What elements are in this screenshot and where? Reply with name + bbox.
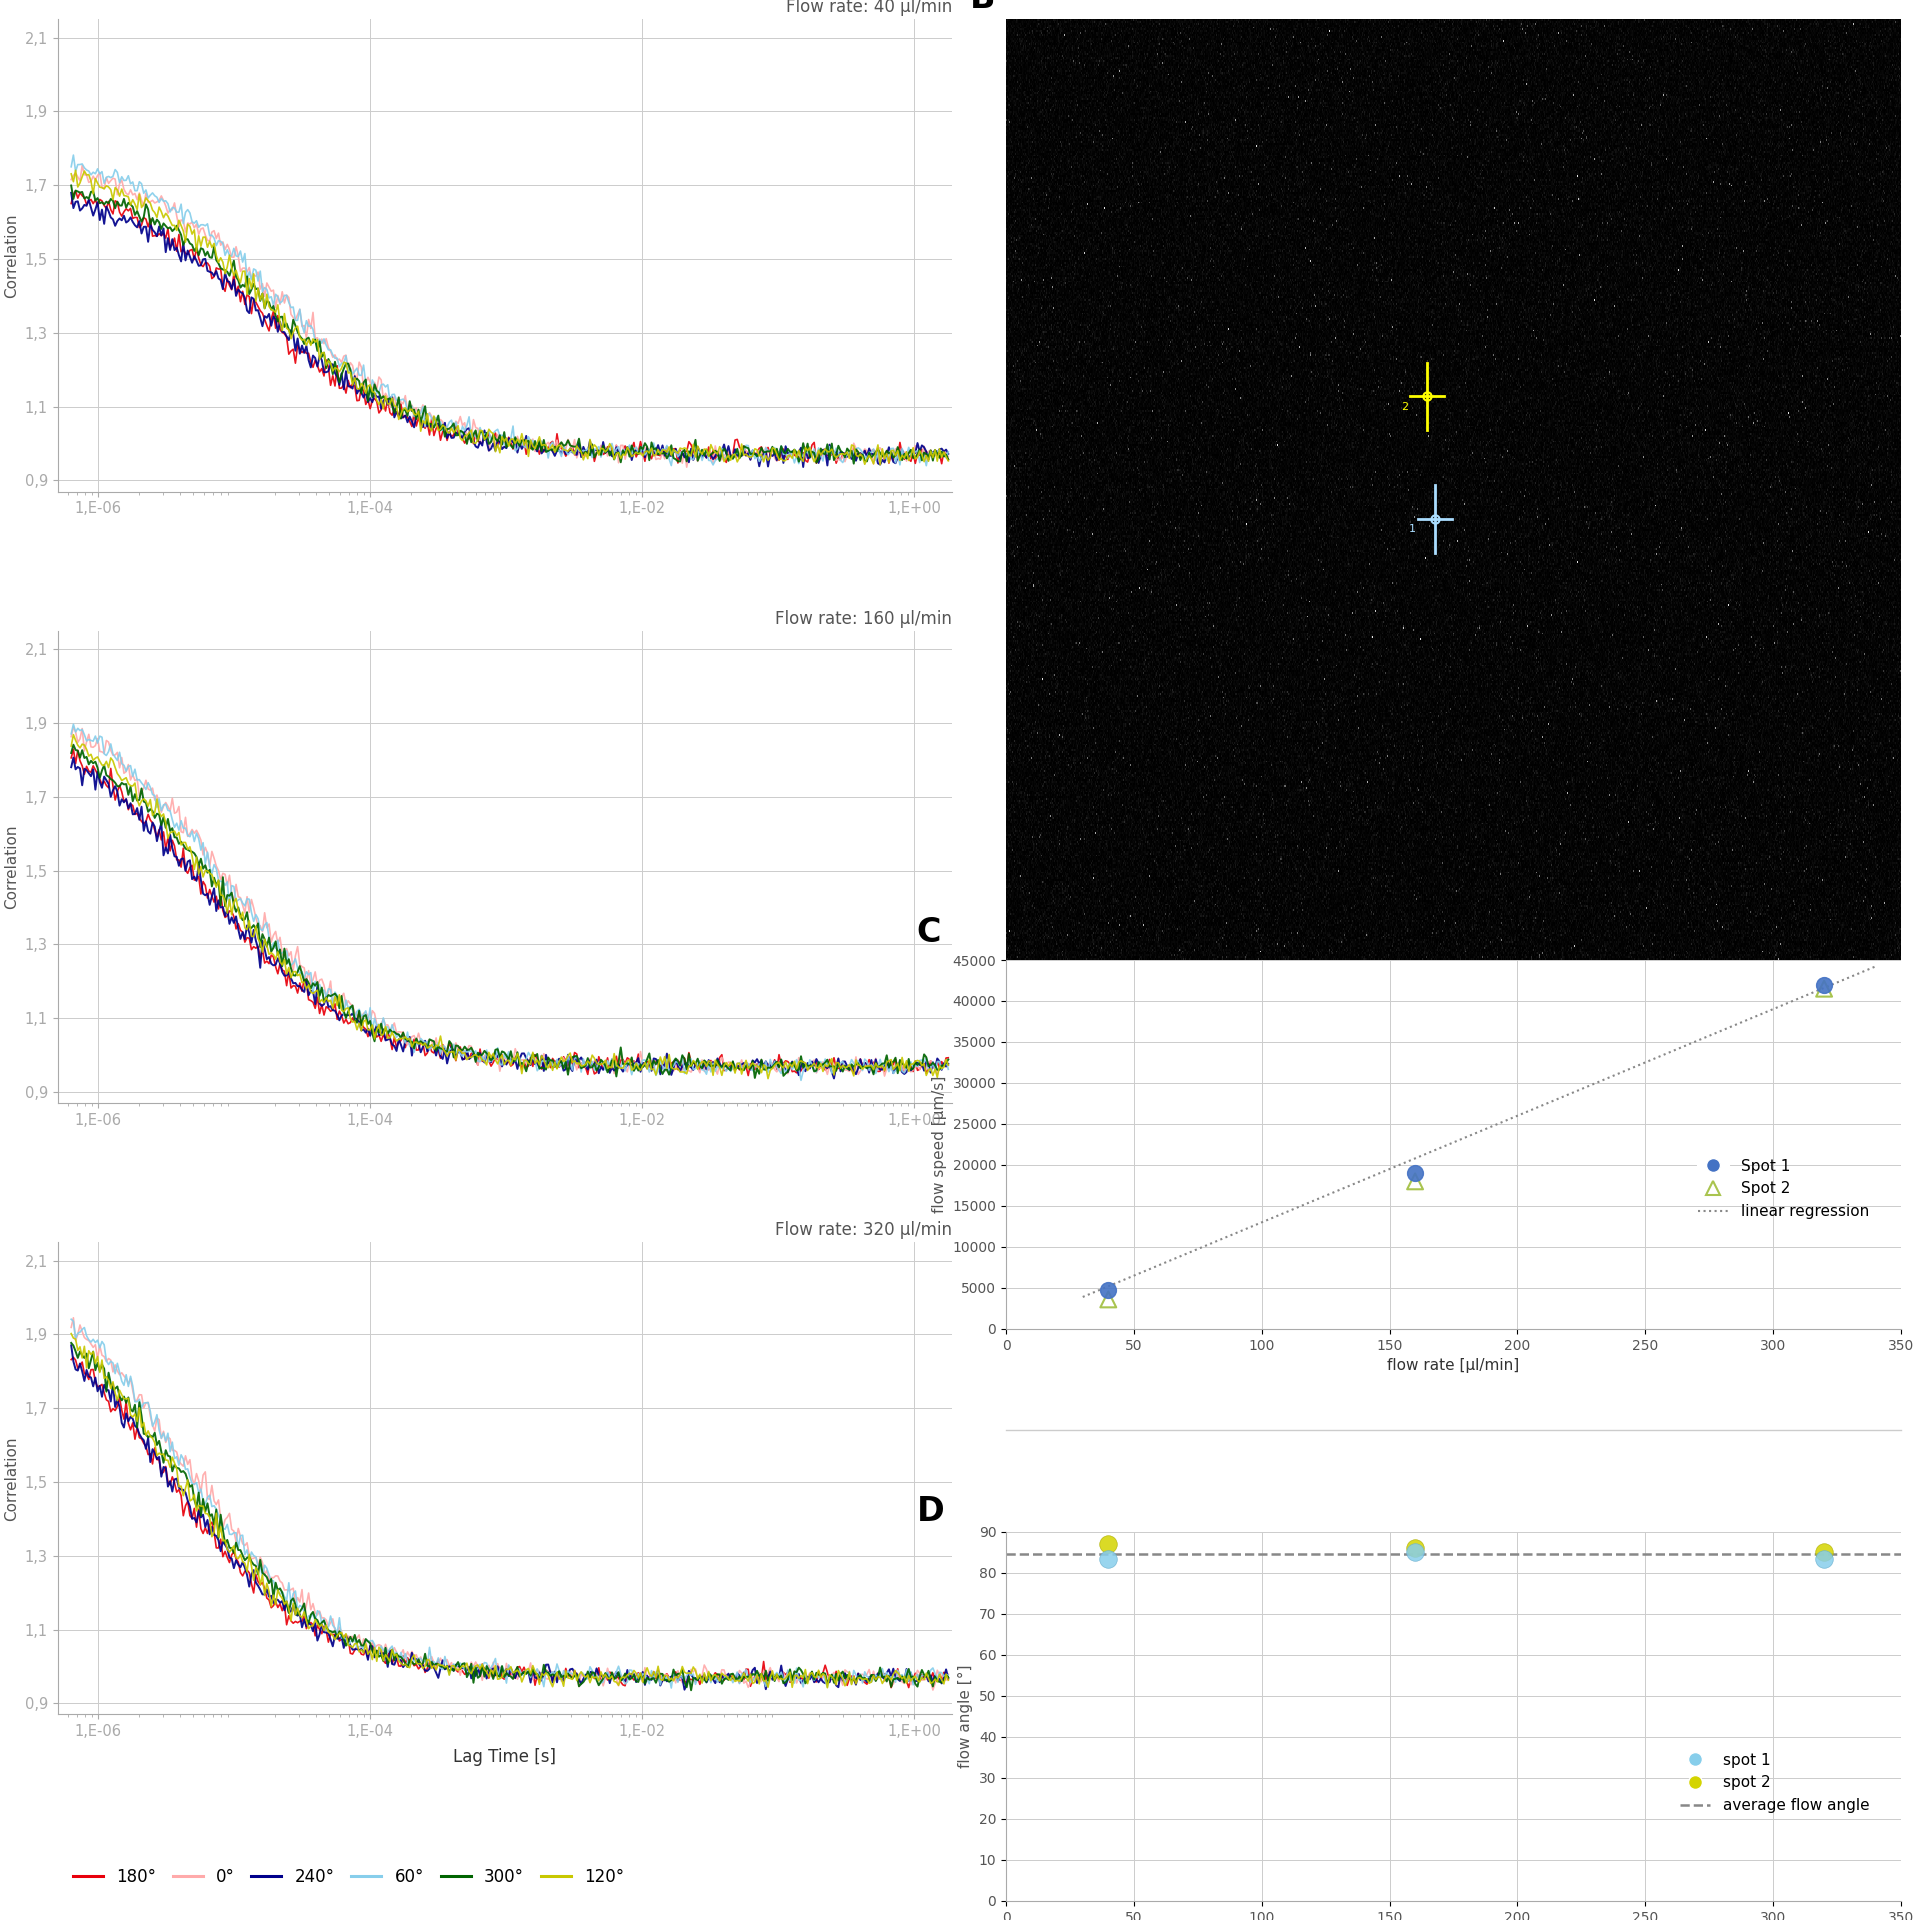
Legend: 180°, 0°, 240°, 60°, 300°, 120°: 180°, 0°, 240°, 60°, 300°, 120° [65, 1862, 632, 1893]
Text: D: D [916, 1496, 945, 1528]
Text: Flow rate: 160 µl/min: Flow rate: 160 µl/min [776, 611, 952, 628]
spot 1 [1400, 1538, 1430, 1569]
average flow angle [995, 1544, 1018, 1567]
Y-axis label: Correlation: Correlation [4, 213, 19, 298]
Text: B: B [970, 0, 996, 15]
Text: Flow rate: 320 µl/min: Flow rate: 320 µl/min [776, 1221, 952, 1238]
Text: Flow rate: 40 µl/min: Flow rate: 40 µl/min [785, 0, 952, 15]
Legend: Spot 1, Spot 2, linear regression: Spot 1, Spot 2, linear regression [1692, 1152, 1876, 1225]
Legend: spot 1, spot 2, average flow angle: spot 1, spot 2, average flow angle [1674, 1747, 1876, 1818]
Y-axis label: Correlation: Correlation [4, 1436, 19, 1521]
Spot 2 [1092, 1284, 1123, 1315]
X-axis label: flow rate [µl/min]: flow rate [µl/min] [1388, 1357, 1519, 1373]
X-axis label: Lag Time [s]: Lag Time [s] [453, 1747, 557, 1766]
Y-axis label: flow speed [µm/s]: flow speed [µm/s] [931, 1075, 947, 1213]
Y-axis label: Correlation: Correlation [4, 824, 19, 908]
Spot 1 [1809, 970, 1839, 1000]
Y-axis label: flow angle [°]: flow angle [°] [958, 1665, 973, 1768]
spot 2 [1809, 1538, 1839, 1569]
Spot 2 [1809, 973, 1839, 1004]
spot 2 [1400, 1532, 1430, 1563]
Spot 2 [1400, 1165, 1430, 1196]
Text: C: C [916, 916, 941, 948]
Text: 2: 2 [1402, 401, 1407, 411]
Text: 1: 1 [1409, 524, 1417, 534]
Spot 1 [1092, 1275, 1123, 1306]
spot 1 [1809, 1544, 1839, 1574]
spot 1 [1092, 1544, 1123, 1574]
Spot 1 [1400, 1158, 1430, 1188]
average flow angle [996, 1544, 1020, 1567]
spot 2 [1092, 1528, 1123, 1559]
